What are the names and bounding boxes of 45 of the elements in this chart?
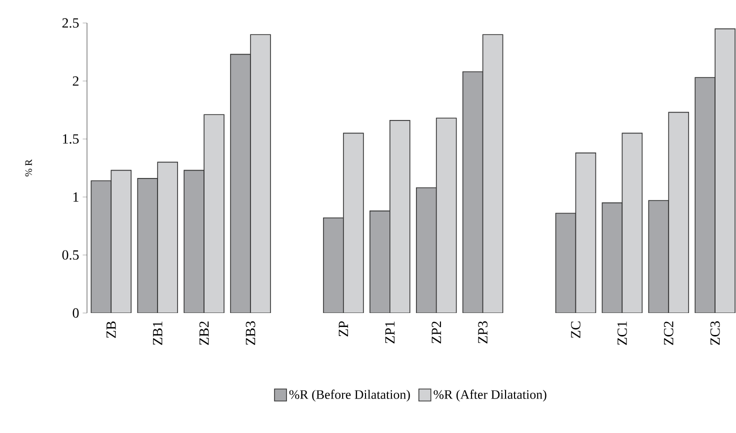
bar	[575, 152, 596, 313]
x-tick-label: ZC1	[618, 322, 627, 345]
bar	[184, 170, 204, 313]
bar	[158, 162, 178, 313]
legend-label: %R (After Dilatation)	[434, 390, 546, 402]
y-axis-title: % R	[25, 159, 32, 176]
bar	[250, 34, 271, 313]
x-tick-label: ZC	[571, 322, 580, 338]
y-tick-label: 0.5	[62, 250, 79, 260]
x-tick-label: ZC2	[664, 322, 674, 345]
x-tick-label: ZP1	[385, 322, 395, 344]
x-tick-label: ZB2	[199, 322, 209, 345]
bar	[230, 54, 251, 313]
y-tick-label: 1.5	[63, 134, 79, 144]
bar	[555, 212, 576, 313]
x-tick-label: ZB3	[246, 321, 256, 345]
bar	[416, 187, 437, 313]
bar	[436, 118, 457, 313]
bar	[622, 132, 643, 313]
bar	[482, 34, 504, 313]
x-tick-label: ZP2	[432, 322, 441, 344]
y-tick-label: 1	[73, 192, 78, 202]
bar	[138, 178, 158, 313]
bar	[694, 77, 716, 313]
bar	[370, 210, 390, 313]
bar	[602, 202, 623, 313]
bar	[668, 112, 690, 313]
legend-label: %R (Before Dilatation)	[289, 390, 410, 402]
x-tick-label: ZC3	[710, 321, 720, 345]
y-tick-label: 2	[72, 76, 78, 86]
bar	[462, 71, 484, 313]
bar	[91, 180, 112, 313]
x-tick-label: ZP	[338, 321, 348, 336]
bar	[648, 200, 670, 313]
bar	[204, 114, 224, 313]
y-tick-label: 2.5	[62, 18, 79, 28]
bar	[714, 28, 736, 313]
bar	[323, 217, 344, 313]
bar	[390, 120, 410, 313]
bar	[343, 132, 364, 313]
y-tick-label: 0	[72, 308, 79, 318]
x-tick-label: ZB	[106, 321, 116, 338]
bar	[111, 170, 132, 313]
x-tick-label: ZP3	[478, 321, 488, 344]
x-tick-label: ZB1	[152, 322, 162, 345]
